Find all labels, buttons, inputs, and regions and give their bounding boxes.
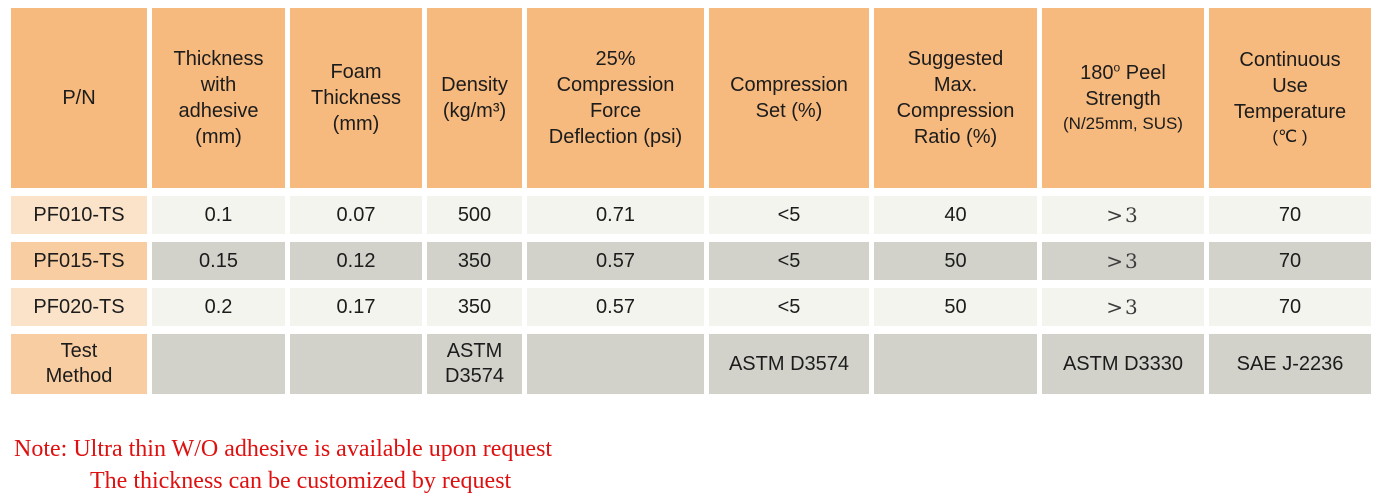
value-cell: 70 <box>1209 242 1371 280</box>
header-row: P/N Thickness with adhesive (mm) Foam Thicknes… <box>11 8 1371 188</box>
pn-cell: PF020-TS <box>11 288 147 326</box>
test-method-value-cell: SAE J-2236 <box>1209 334 1371 394</box>
test-method-row: Test Method ASTM D3574 ASTM D3574 ASTM D333… <box>11 334 1371 394</box>
table-row: PF020-TS 0.2 0.17 350 0.57 <5 50 >3 70 <box>11 288 1371 326</box>
table-row: PF010-TS 0.1 0.07 500 0.71 <5 40 >3 70 <box>11 196 1371 234</box>
column-header-density: Density (kg/m³) <box>427 8 522 188</box>
column-header-thickness-with-adhesive: Thickness with adhesive (mm) <box>152 8 285 188</box>
test-method-value-cell: ASTM D3330 <box>1042 334 1204 394</box>
spec-table-body: PF010-TS 0.1 0.07 500 0.71 <5 40 >3 70 PF015-TS 0.… <box>11 196 1371 394</box>
value-cell: >3 <box>1042 288 1204 326</box>
note-line-2: The thickness can be customized by reque… <box>90 468 512 494</box>
column-header-pn: P/N <box>11 8 147 188</box>
column-header-continuous-use-temperature: Continuous Use Temperature (℃ ) <box>1209 8 1371 188</box>
value-cell: <5 <box>709 242 869 280</box>
value-cell: <5 <box>709 196 869 234</box>
value-cell: 350 <box>427 288 522 326</box>
value-cell: 350 <box>427 242 522 280</box>
table-row: PF015-TS 0.15 0.12 350 0.57 <5 50 >3 70 <box>11 242 1371 280</box>
value-cell: 50 <box>874 288 1037 326</box>
value-cell: 0.17 <box>290 288 422 326</box>
test-method-value-cell <box>152 334 285 394</box>
pn-cell: PF010-TS <box>11 196 147 234</box>
value-cell: 0.12 <box>290 242 422 280</box>
note-line-1: Note: Ultra thin W/O adhesive is availab… <box>14 436 553 462</box>
test-method-value-cell <box>527 334 704 394</box>
value-cell: 0.2 <box>152 288 285 326</box>
value-cell: 0.57 <box>527 288 704 326</box>
value-cell: <5 <box>709 288 869 326</box>
value-cell: >3 <box>1042 196 1204 234</box>
value-cell: 500 <box>427 196 522 234</box>
notes-block: Note: Ultra thin W/O adhesive is availab… <box>14 433 1396 497</box>
test-method-value-cell: ASTM D3574 <box>709 334 869 394</box>
test-method-value-cell <box>290 334 422 394</box>
value-cell: 0.1 <box>152 196 285 234</box>
value-cell: 40 <box>874 196 1037 234</box>
test-method-label-cell: Test Method <box>11 334 147 394</box>
value-cell: 70 <box>1209 288 1371 326</box>
value-cell: 50 <box>874 242 1037 280</box>
column-header-compression-force-deflection: 25% Compression Force Deflection (psi) <box>527 8 704 188</box>
value-cell: >3 <box>1042 242 1204 280</box>
value-cell: 0.15 <box>152 242 285 280</box>
value-cell: 0.07 <box>290 196 422 234</box>
test-method-value-cell: ASTM D3574 <box>427 334 522 394</box>
product-spec-table: P/N Thickness with adhesive (mm) Foam Thicknes… <box>6 0 1376 402</box>
column-header-foam-thickness: Foam Thickness (mm) <box>290 8 422 188</box>
column-header-suggested-max-compression-ratio: Suggested Max. Compression Ratio (%) <box>874 8 1037 188</box>
pn-cell: PF015-TS <box>11 242 147 280</box>
column-header-compression-set: Compression Set (%) <box>709 8 869 188</box>
test-method-value-cell <box>874 334 1037 394</box>
spec-table-header: P/N Thickness with adhesive (mm) Foam Thicknes… <box>11 8 1371 188</box>
value-cell: 0.57 <box>527 242 704 280</box>
value-cell: 0.71 <box>527 196 704 234</box>
column-header-peel-strength: 180o Peel Strength (N/25mm, SUS) <box>1042 8 1204 188</box>
value-cell: 70 <box>1209 196 1371 234</box>
